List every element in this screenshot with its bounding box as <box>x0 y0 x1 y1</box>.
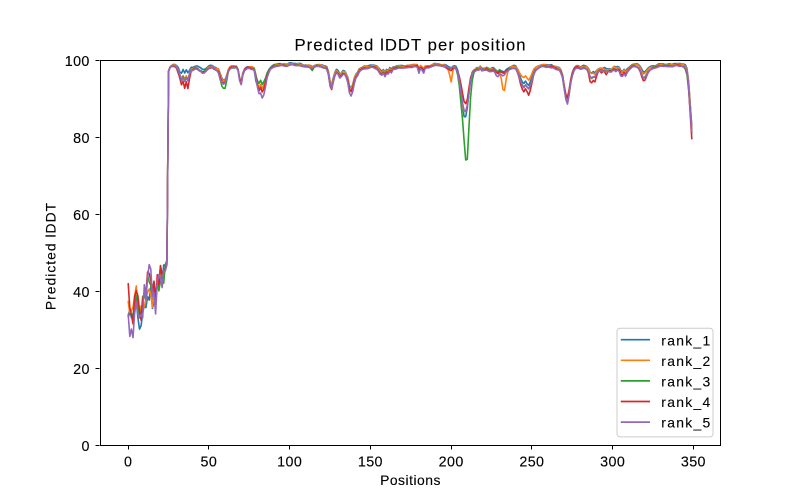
svg-text:rank_5: rank_5 <box>661 415 711 431</box>
svg-text:rank_3: rank_3 <box>661 374 711 390</box>
svg-text:0: 0 <box>81 439 89 455</box>
svg-text:rank_2: rank_2 <box>661 353 711 369</box>
svg-text:200: 200 <box>439 454 464 470</box>
svg-text:250: 250 <box>519 454 544 470</box>
svg-text:50: 50 <box>201 454 218 470</box>
svg-text:150: 150 <box>358 454 383 470</box>
svg-text:60: 60 <box>73 208 90 224</box>
svg-text:100: 100 <box>65 54 90 70</box>
svg-text:350: 350 <box>681 454 706 470</box>
svg-text:Predicted lDDT per position: Predicted lDDT per position <box>294 36 526 55</box>
svg-text:40: 40 <box>73 285 90 301</box>
svg-text:Predicted lDDT: Predicted lDDT <box>42 202 58 310</box>
svg-text:80: 80 <box>73 131 90 147</box>
svg-text:100: 100 <box>277 454 302 470</box>
svg-text:rank_1: rank_1 <box>661 332 711 348</box>
svg-text:20: 20 <box>73 362 90 378</box>
svg-text:rank_4: rank_4 <box>661 394 711 410</box>
svg-text:Positions: Positions <box>380 472 441 488</box>
svg-text:300: 300 <box>600 454 625 470</box>
svg-text:0: 0 <box>124 454 132 470</box>
